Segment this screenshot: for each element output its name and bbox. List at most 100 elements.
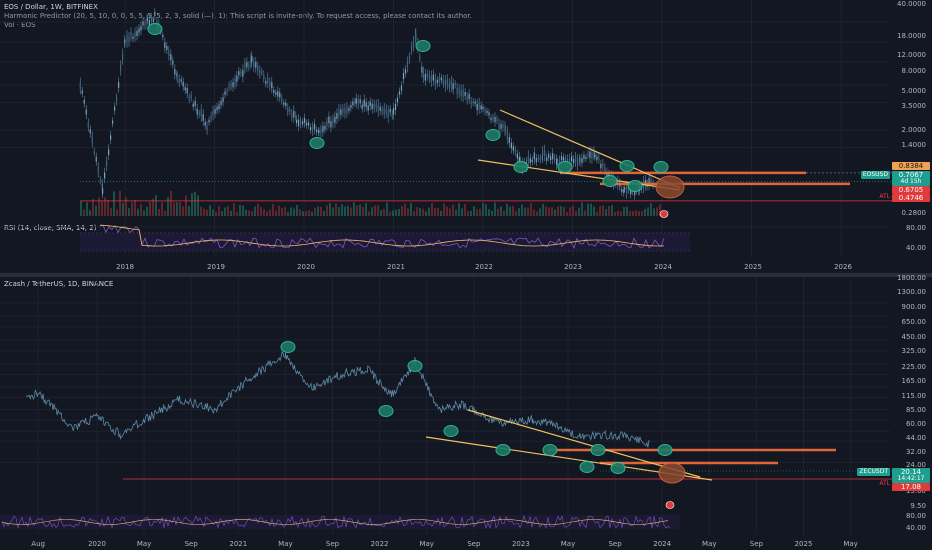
volume-bar: [563, 207, 565, 216]
eos-candle: [406, 61, 409, 68]
volume-bar: [647, 207, 649, 216]
eos-candle: [472, 101, 474, 104]
eos-candle: [340, 109, 342, 115]
zec-time-tick: May: [278, 540, 293, 548]
pane-divider[interactable]: [0, 273, 932, 277]
rsi-ma-line: [99, 224, 665, 247]
eos-candle: [248, 64, 250, 68]
eos-candle: [255, 61, 257, 68]
zec-rsi-band: [0, 515, 680, 529]
eos-candle: [593, 150, 595, 156]
eos-candle: [99, 179, 101, 182]
eos-candle: [626, 187, 628, 194]
volume-bar: [347, 205, 349, 216]
eos-title[interactable]: EOS / Dollar, 1W, BITFINEX: [4, 3, 98, 11]
eos-candle: [289, 109, 291, 112]
eos-candle: [502, 124, 504, 128]
volume-bar: [272, 204, 274, 216]
volume-bar: [308, 210, 310, 216]
eos-candle: [230, 83, 232, 87]
zec-chart-pane[interactable]: Zcash / TetherUS, 1D, BINANCE 1800.00 13…: [0, 274, 932, 550]
volume-bar: [500, 206, 502, 216]
eos-candle: [305, 122, 308, 126]
eos-candle: [454, 83, 456, 86]
eos-candle: [348, 108, 350, 111]
eos-candle: [271, 82, 273, 89]
eos-chart-pane[interactable]: EOS / Dollar, 1W, BITFINEX Harmonic Pred…: [0, 0, 932, 273]
eos-candle: [468, 93, 470, 100]
eos-candle: [95, 156, 97, 162]
volume-bar: [239, 204, 241, 216]
volume-bar: [434, 207, 436, 216]
eos-candle: [202, 114, 204, 121]
volume-bar: [113, 191, 115, 216]
eos-candle: [344, 108, 346, 114]
zec-tick: 225.00: [901, 363, 927, 371]
volume-bar: [185, 195, 187, 216]
volume-bar: [86, 202, 88, 216]
volume-bar: [275, 210, 277, 216]
eos-plot[interactable]: [0, 0, 932, 273]
eos-time-tick: 2023: [564, 263, 582, 271]
eos-candle: [500, 124, 502, 129]
eos-time-tick: 2022: [475, 263, 493, 271]
eos-candle: [535, 158, 537, 163]
volume-bar: [491, 210, 493, 216]
volume-bar: [374, 205, 376, 216]
eos-candle: [148, 19, 150, 27]
volume-bar: [107, 199, 109, 216]
zec-rsi-tick: 40.00: [905, 524, 926, 532]
eos-candle: [168, 50, 170, 56]
harmonic-indicator-label[interactable]: Harmonic Predictor (20, 5, 10, 0, 0, 5, …: [4, 12, 472, 20]
eos-legend: EOS / Dollar, 1W, BITFINEX Harmonic Pred…: [4, 3, 472, 30]
eos-candle: [269, 82, 271, 87]
eos-candle: [102, 188, 104, 194]
eos-candle: [295, 114, 297, 118]
eos-candle: [392, 108, 395, 115]
eos-candle: [188, 96, 190, 100]
volume-bar: [512, 205, 514, 216]
volume-bar: [497, 208, 499, 216]
eos-rsi-label[interactable]: RSI (14, close, SMA, 14, 2): [4, 224, 97, 232]
volume-bar: [233, 203, 235, 216]
eos-time-tick: 2021: [387, 263, 405, 271]
zec-pivot-marker: [610, 462, 626, 474]
volume-bar: [635, 210, 637, 216]
zec-tick: 44.00: [905, 434, 926, 442]
eos-candle: [354, 101, 356, 104]
volume-bar: [236, 211, 238, 216]
volume-bar: [644, 208, 646, 216]
eos-candle: [363, 99, 365, 107]
zec-time-tick: May: [560, 540, 576, 548]
zec-plot[interactable]: [0, 277, 932, 550]
volume-label[interactable]: Vol · EOS: [4, 21, 36, 29]
volume-bar: [269, 209, 271, 216]
eos-candle: [322, 126, 324, 132]
eos-candle: [398, 91, 401, 95]
eos-candle: [574, 156, 577, 163]
zec-title[interactable]: Zcash / TetherUS, 1D, BINANCE: [4, 280, 114, 288]
volume-bar: [623, 207, 625, 216]
volume-bar: [257, 203, 259, 216]
eos-candle: [114, 106, 116, 111]
eos-price-scale[interactable]: 40.0000 18.0000 12.0000 8.0000 5.0000 3.…: [892, 0, 932, 273]
volume-bar: [170, 190, 172, 216]
eos-candle: [164, 42, 166, 48]
eos-candle: [124, 41, 126, 44]
eos-candle: [361, 104, 363, 109]
volume-bar: [464, 203, 466, 216]
volume-bar: [140, 204, 142, 216]
volume-bar: [182, 206, 184, 216]
volume-bar: [326, 205, 328, 216]
zec-time-tick: May: [843, 540, 858, 548]
eos-candle: [315, 129, 318, 133]
eos-candle: [359, 99, 361, 104]
eos-candle: [293, 110, 295, 118]
eos-time-tick: 2019: [207, 263, 225, 271]
eos-candle: [554, 157, 556, 161]
eos-candle: [108, 149, 110, 156]
eos-candle: [537, 157, 539, 160]
zec-price-scale[interactable]: 1800.00 1300.00 900.00 650.00 450.00 325…: [892, 274, 932, 550]
eos-candle: [338, 109, 340, 116]
zec-legend: Zcash / TetherUS, 1D, BINANCE: [4, 280, 113, 289]
